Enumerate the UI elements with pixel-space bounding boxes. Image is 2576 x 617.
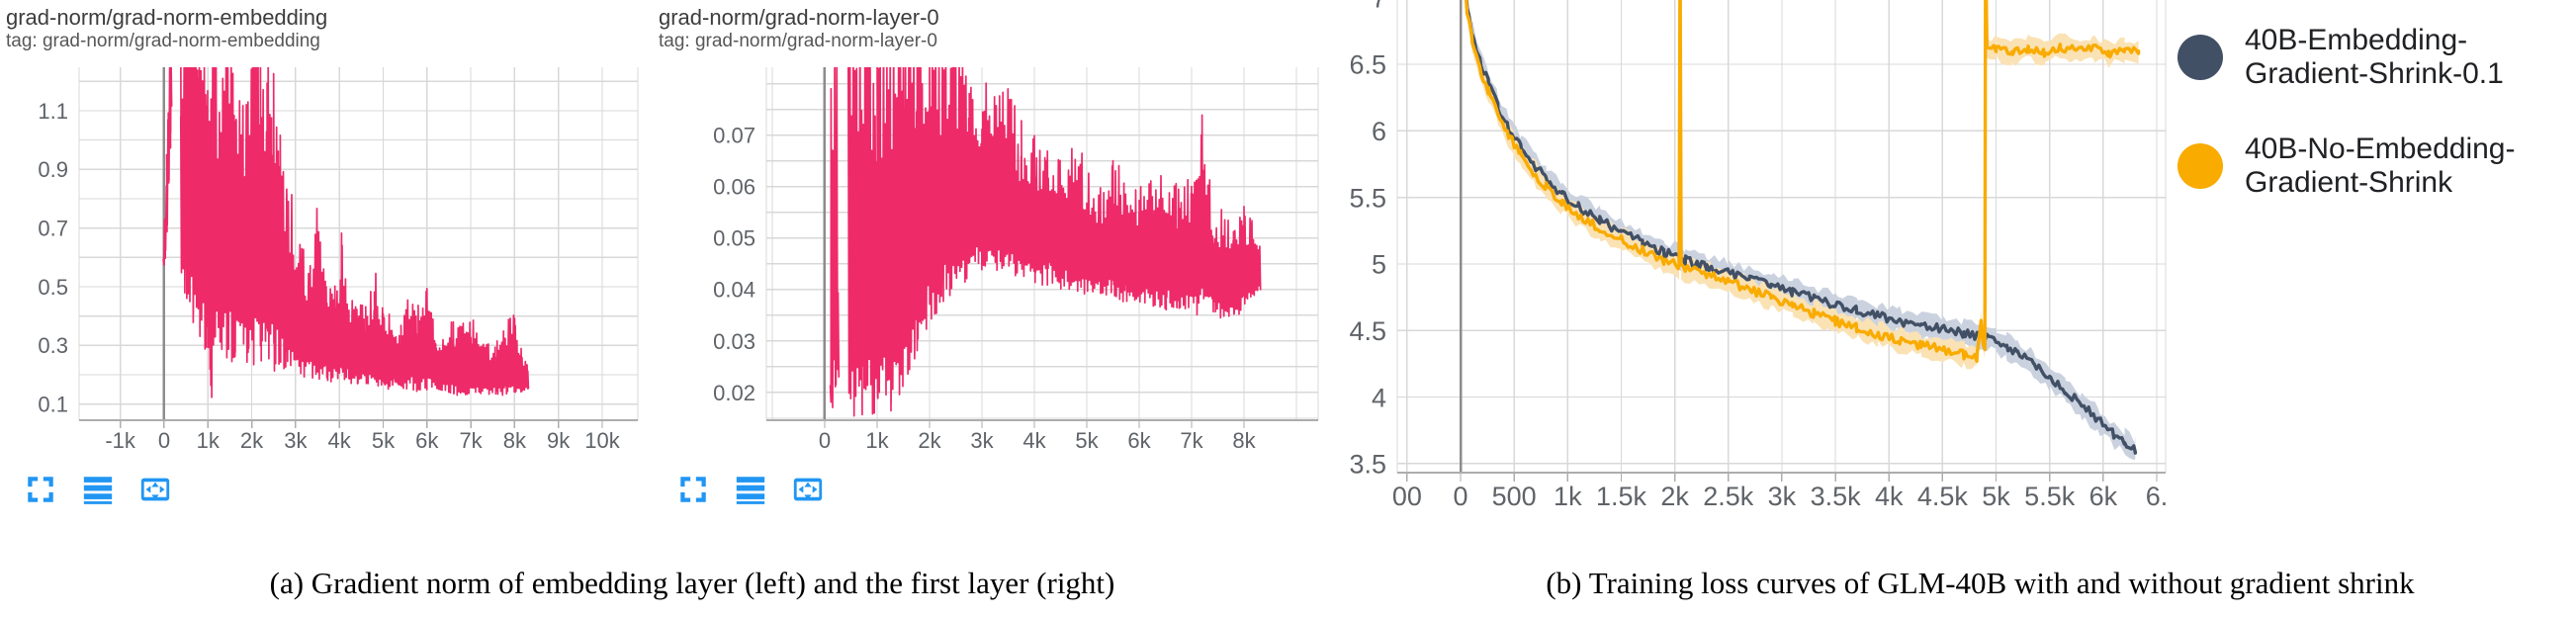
svg-text:0: 0 bbox=[1453, 482, 1467, 511]
expand-icon[interactable] bbox=[676, 473, 710, 506]
svg-text:7: 7 bbox=[1372, 0, 1386, 13]
chart-card-training-loss: 00 0 500 1k 1.5k 2k 2.5k 3k 3.5k 4k 4.5k 5k 5.5k 6k 6.… bbox=[1325, 0, 2576, 529]
svg-text:4: 4 bbox=[1372, 383, 1386, 412]
svg-text:0.5: 0.5 bbox=[38, 275, 68, 300]
svg-text:0: 0 bbox=[158, 428, 170, 453]
svg-text:2k: 2k bbox=[918, 428, 941, 453]
legend-item-no-embedding-shrink: 40B-No-Embedding- Gradient-Shrink bbox=[2177, 132, 2515, 200]
chart-title: grad-norm/grad-norm-layer-0 bbox=[659, 5, 939, 30]
svg-text:2k: 2k bbox=[240, 428, 264, 453]
svg-text:3k: 3k bbox=[284, 428, 308, 453]
svg-text:6k: 6k bbox=[1127, 428, 1151, 453]
svg-text:5k: 5k bbox=[1075, 428, 1099, 453]
svg-text:6.: 6. bbox=[2146, 482, 2169, 511]
expand-icon[interactable] bbox=[24, 473, 57, 506]
chart-title: grad-norm/grad-norm-embedding bbox=[6, 5, 328, 30]
svg-text:4.5k: 4.5k bbox=[1917, 482, 1969, 511]
svg-text:5.5: 5.5 bbox=[1349, 183, 1386, 213]
svg-text:0: 0 bbox=[819, 428, 831, 453]
grad-norm-layer-0-plot: 0 1k 2k 3k 4k 5k 6k 7k 8k 0.07 0.06 0.05 0.04 0.03 0.0… bbox=[713, 67, 1319, 453]
svg-text:1.1: 1.1 bbox=[38, 99, 68, 124]
svg-text:5.5k: 5.5k bbox=[2024, 482, 2076, 511]
svg-text:1.5k: 1.5k bbox=[1596, 482, 1647, 511]
legend-dot-slate bbox=[2177, 35, 2223, 80]
fit-domain-icon[interactable] bbox=[138, 473, 172, 506]
legend: 40B-Embedding- Gradient-Shrink-0.1 40B-N… bbox=[2177, 24, 2515, 200]
svg-text:6k: 6k bbox=[2089, 482, 2118, 511]
caption-b: (b) Training loss curves of GLM-40B with… bbox=[1546, 566, 2415, 600]
grad-norm-embedding-plot: -1k 0 1k 2k 3k 4k 5k 6k 7k 8k 9k 10k 1.1 0.9 0.7 0.5 0.3… bbox=[38, 67, 639, 453]
svg-text:1k: 1k bbox=[1554, 482, 1582, 511]
svg-text:-1k: -1k bbox=[105, 428, 136, 453]
caption-a: (a) Gradient norm of embedding layer (le… bbox=[269, 566, 1115, 600]
svg-text:0.7: 0.7 bbox=[38, 217, 68, 241]
legend-label: 40B-No-Embedding- Gradient-Shrink bbox=[2245, 132, 2516, 199]
legend-dot-orange bbox=[2177, 143, 2223, 189]
svg-text:0.05: 0.05 bbox=[713, 226, 755, 251]
svg-text:1k: 1k bbox=[197, 428, 221, 453]
svg-text:3k: 3k bbox=[1768, 482, 1797, 511]
svg-text:1k: 1k bbox=[865, 428, 889, 453]
svg-text:3.5k: 3.5k bbox=[1811, 482, 1862, 511]
svg-text:0.02: 0.02 bbox=[713, 381, 755, 405]
svg-text:8k: 8k bbox=[1232, 428, 1256, 453]
svg-text:5k: 5k bbox=[1982, 482, 2010, 511]
svg-text:0.04: 0.04 bbox=[713, 278, 755, 303]
svg-text:4.5: 4.5 bbox=[1349, 316, 1386, 346]
svg-text:5: 5 bbox=[1372, 250, 1386, 280]
svg-text:2.5k: 2.5k bbox=[1703, 482, 1754, 511]
fit-domain-icon[interactable] bbox=[791, 473, 825, 506]
chart-tag: tag: grad-norm/grad-norm-embedding bbox=[6, 31, 320, 51]
svg-text:3.5: 3.5 bbox=[1349, 450, 1386, 480]
svg-text:0.06: 0.06 bbox=[713, 175, 755, 200]
svg-text:0.07: 0.07 bbox=[713, 124, 755, 148]
svg-text:4k: 4k bbox=[1875, 482, 1904, 511]
chart-toolbar bbox=[24, 473, 172, 506]
svg-text:7k: 7k bbox=[459, 428, 483, 453]
svg-text:0.3: 0.3 bbox=[38, 333, 68, 358]
legend-item-embedding-shrink: 40B-Embedding- Gradient-Shrink-0.1 bbox=[2177, 24, 2515, 91]
svg-text:7k: 7k bbox=[1180, 428, 1203, 453]
svg-text:4k: 4k bbox=[1022, 428, 1046, 453]
menu-lines-icon[interactable] bbox=[81, 473, 115, 506]
svg-text:00: 00 bbox=[1392, 482, 1422, 511]
svg-text:0.9: 0.9 bbox=[38, 157, 68, 182]
svg-text:3k: 3k bbox=[970, 428, 994, 453]
svg-text:500: 500 bbox=[1492, 482, 1537, 511]
chart-toolbar bbox=[676, 473, 825, 506]
svg-text:6.5: 6.5 bbox=[1349, 50, 1386, 80]
svg-text:0.03: 0.03 bbox=[713, 329, 755, 354]
menu-lines-icon[interactable] bbox=[734, 473, 767, 506]
svg-text:6k: 6k bbox=[415, 428, 439, 453]
chart-card-grad-norm-layer-0: grad-norm/grad-norm-layer-0 tag: grad-no… bbox=[653, 0, 1325, 529]
svg-text:2k: 2k bbox=[1660, 482, 1689, 511]
training-loss-plot: 00 0 500 1k 1.5k 2k 2.5k 3k 3.5k 4k 4.5k 5k 5.5k 6k 6.… bbox=[1349, 0, 2169, 511]
svg-text:9k: 9k bbox=[547, 428, 571, 453]
svg-text:4k: 4k bbox=[328, 428, 352, 453]
svg-text:5k: 5k bbox=[372, 428, 396, 453]
svg-text:8k: 8k bbox=[503, 428, 527, 453]
svg-text:10k: 10k bbox=[584, 428, 620, 453]
legend-label: 40B-Embedding- Gradient-Shrink-0.1 bbox=[2245, 24, 2504, 90]
svg-text:0.1: 0.1 bbox=[38, 393, 68, 417]
chart-card-grad-norm-embedding: grad-norm/grad-norm-embedding tag: grad-… bbox=[0, 0, 653, 529]
svg-text:6: 6 bbox=[1372, 117, 1386, 146]
chart-tag: tag: grad-norm/grad-norm-layer-0 bbox=[659, 31, 937, 51]
